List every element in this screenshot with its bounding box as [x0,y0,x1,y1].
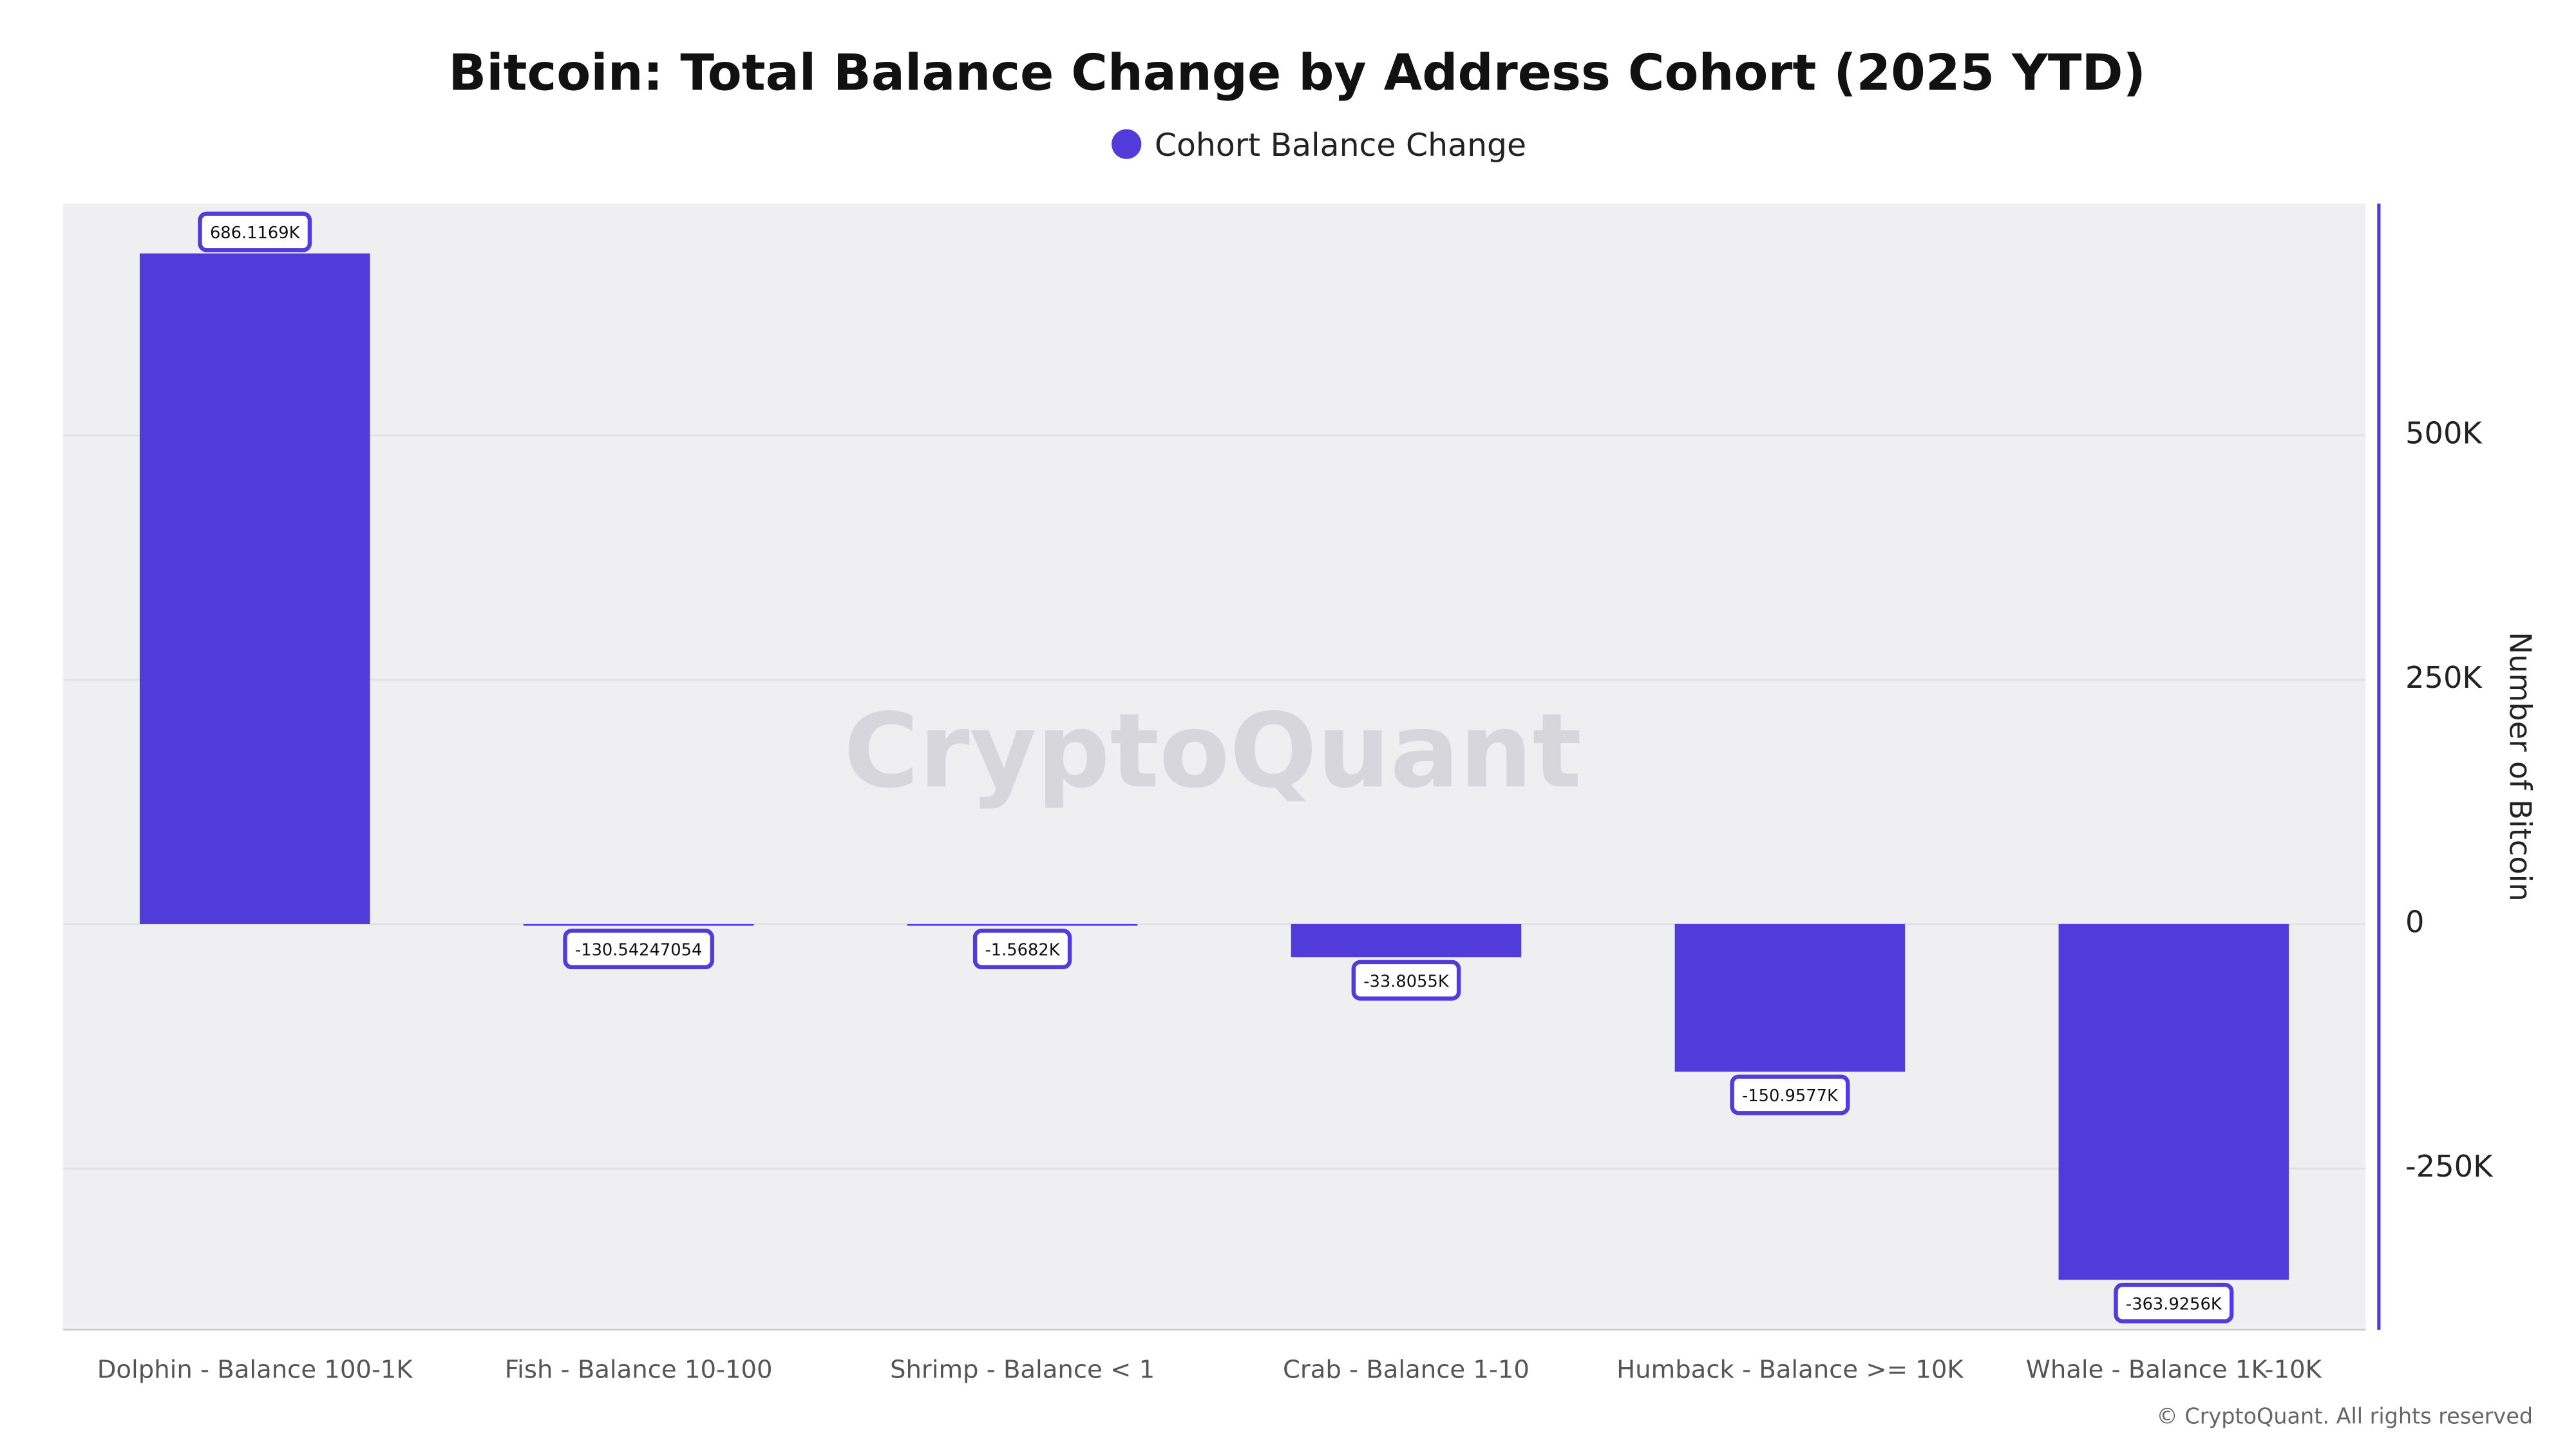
plot-background [62,204,2366,1330]
y-tick-label: 500K [2405,416,2483,451]
y-tick-label: 0 [2405,904,2424,939]
value-label: 686.1169K [210,223,301,243]
value-label: -150.9577K [1742,1086,1839,1106]
bar [2058,923,2289,1280]
value-label-box [2114,1282,2234,1323]
bar [1674,923,1906,1072]
value-label: -1.5682K [985,941,1061,960]
y-tick-label: -250K [2405,1149,2494,1184]
x-tick-label: Whale - Balance 1K-10K [2026,1356,2323,1385]
x-tick-label: Dolphin - Balance 100-1K [97,1356,414,1385]
legend-label: Cohort Balance Change [1155,127,1526,164]
y-axis-label: Number of Bitcoin [2503,632,2537,902]
x-tick-label: Crab - Balance 1-10 [1283,1356,1530,1385]
x-tick-label: Fish - Balance 10-100 [505,1356,773,1385]
footer: © CryptoQuant. All rights reserved [2156,1404,2533,1429]
value-label: -33.8055K [1363,972,1450,991]
watermark: CryptoQuant [844,691,1582,811]
chart-title: Bitcoin: Total Balance Change by Address… [448,44,2145,102]
x-tick-label: Humback - Balance >= 10K [1616,1356,1964,1385]
y-tick-label: 250K [2405,660,2483,695]
value-label-box [1351,960,1461,1001]
bar [907,923,1138,926]
value-label-box [972,929,1072,970]
value-label-box [198,211,312,252]
bar [523,923,754,926]
legend-marker [1112,129,1142,159]
value-label-box [563,929,714,970]
value-label: -130.54247054 [575,941,702,960]
x-tick-label: Shrimp - Balance < 1 [890,1356,1155,1385]
bar [139,253,370,924]
bar [1291,923,1522,958]
value-label-box [1730,1074,1850,1115]
value-label: -363.9256K [2126,1294,2222,1314]
